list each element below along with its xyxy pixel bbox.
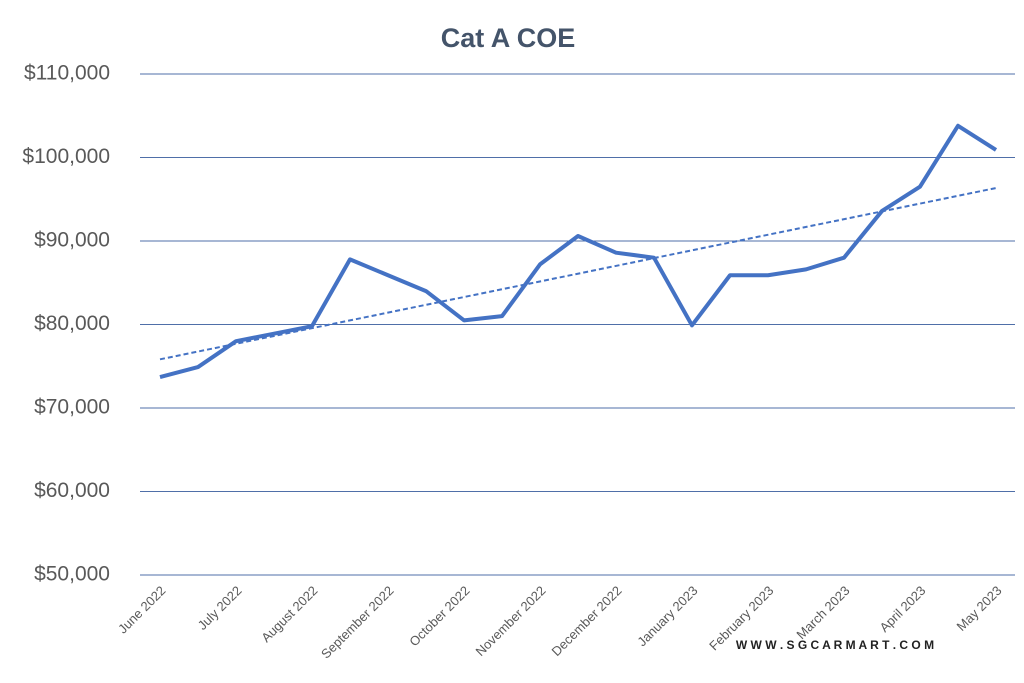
y-tick-label: $100,000 — [22, 145, 110, 168]
x-tick-label: May 2023 — [954, 583, 1005, 634]
x-tick-label: November 2022 — [473, 583, 549, 659]
chart-title: Cat A COE — [441, 23, 576, 53]
x-tick-label: April 2023 — [877, 583, 929, 635]
y-tick-label: $70,000 — [34, 396, 110, 419]
y-tick-label: $110,000 — [24, 62, 110, 85]
watermark: W W W . S G C A R M A R T . C O M — [736, 638, 934, 652]
y-tick-label: $90,000 — [34, 229, 110, 252]
y-tick-label: $50,000 — [34, 563, 110, 586]
x-tick-label: December 2022 — [549, 583, 625, 659]
x-tick-label: March 2023 — [793, 583, 852, 642]
y-tick-label: $80,000 — [34, 312, 110, 335]
x-tick-label: September 2022 — [318, 583, 397, 662]
y-tick-label: $60,000 — [34, 479, 110, 502]
x-tick-label: October 2022 — [406, 583, 472, 649]
x-tick-label: July 2022 — [195, 583, 245, 633]
trendline — [159, 187, 997, 361]
x-tick-label: January 2023 — [634, 583, 700, 649]
data-line — [159, 123, 998, 380]
x-tick-label: June 2022 — [115, 583, 169, 637]
x-tick-label: August 2022 — [258, 583, 320, 645]
